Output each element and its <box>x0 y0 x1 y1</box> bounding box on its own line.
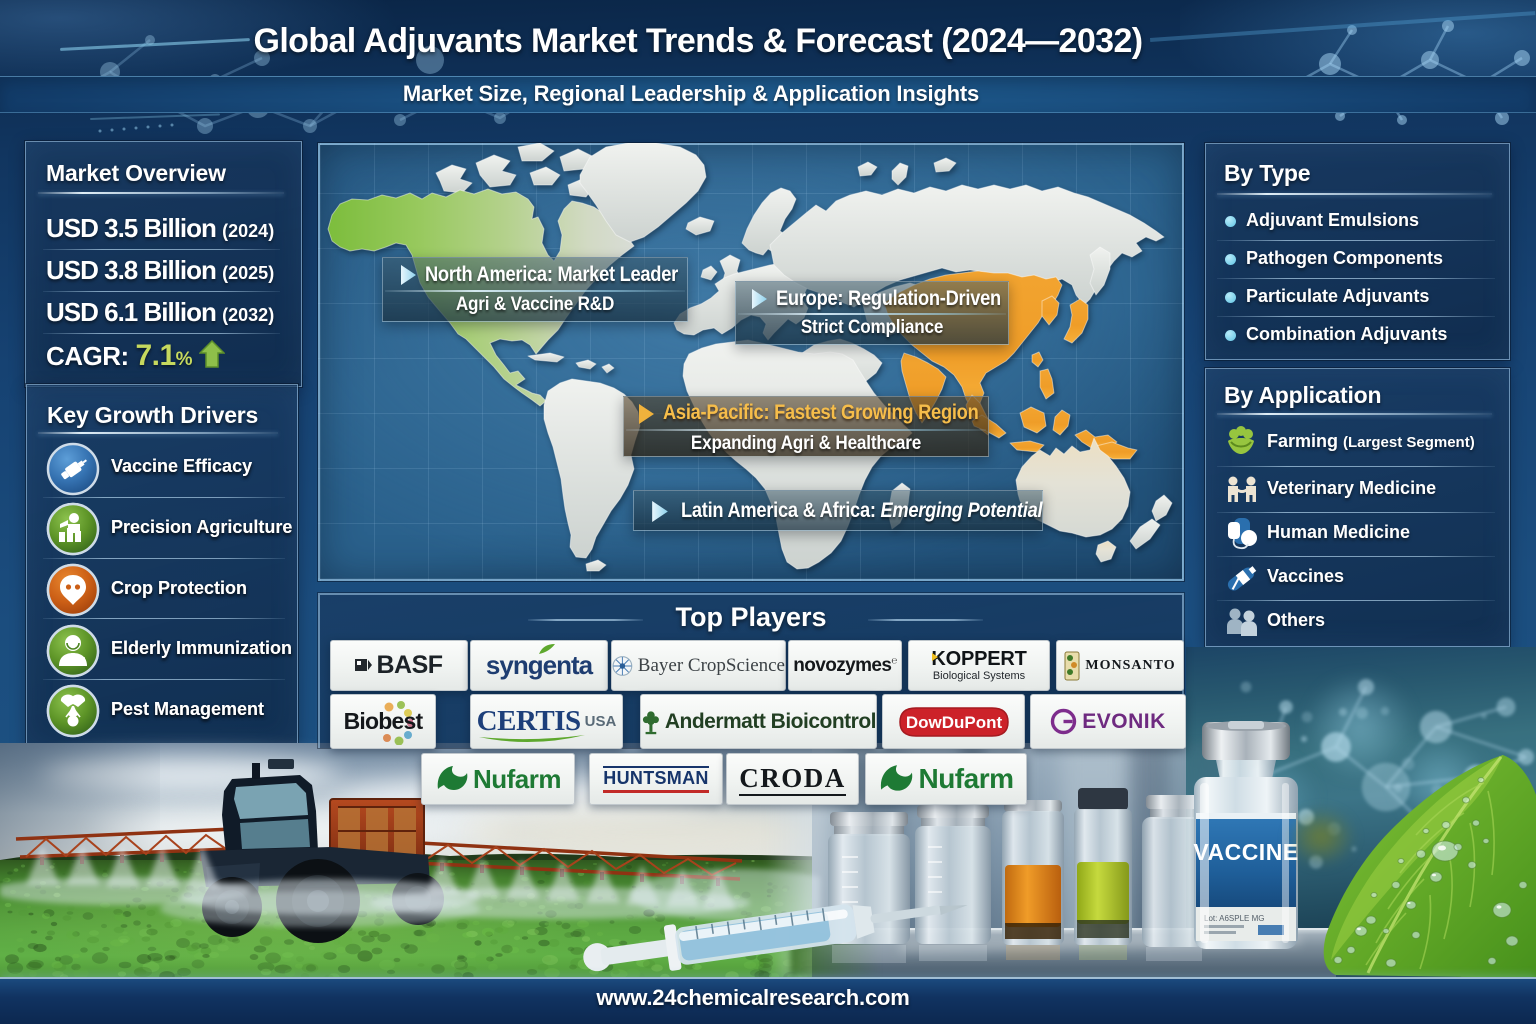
svg-text:DowDuPont: DowDuPont <box>905 713 1002 732</box>
svg-text:VACCINE: VACCINE <box>1193 839 1298 865</box>
svg-text:Lot: A6SPLE MG: Lot: A6SPLE MG <box>1204 914 1264 923</box>
